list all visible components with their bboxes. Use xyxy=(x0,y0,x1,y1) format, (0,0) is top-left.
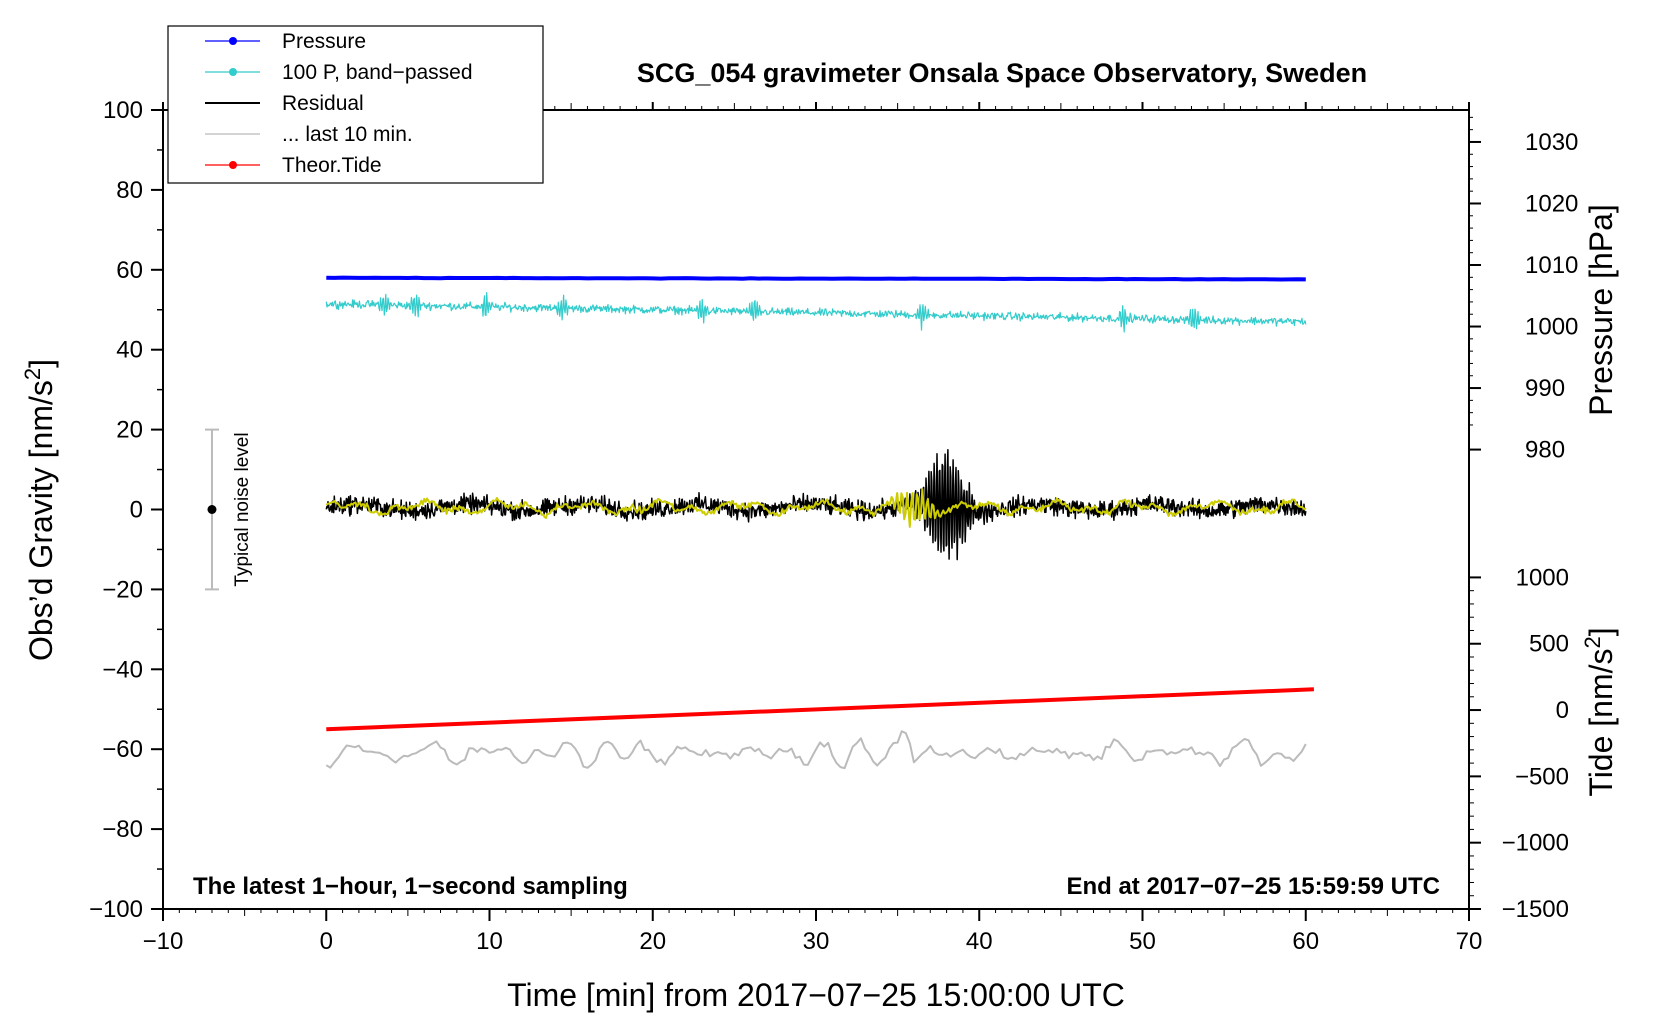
y-left-axis-title-main: Obs’d Gravity [nm/s xyxy=(23,380,59,661)
series-filtered-residual xyxy=(325,488,1307,528)
x-tick-label: 40 xyxy=(966,928,993,955)
y-left-tick-label: −40 xyxy=(102,656,143,683)
legend-marker xyxy=(229,68,237,76)
chart-title: SCG_054 gravimeter Onsala Space Observat… xyxy=(637,58,1367,88)
y-left-tick-label: 80 xyxy=(116,177,143,204)
legend-marker xyxy=(229,161,237,169)
legend-marker xyxy=(229,37,237,45)
legend: Pressure 100 P, band−passed Residual ... la… xyxy=(167,25,544,184)
x-tick-label: 60 xyxy=(1292,928,1319,955)
x-tick-label: 10 xyxy=(476,928,503,955)
pressure-tick-label: 990 xyxy=(1525,375,1565,402)
y-left-axis-title: Obs’d Gravity [nm/s2] xyxy=(20,359,59,661)
y-left-axis-title-end: ] xyxy=(23,359,59,368)
noise-bar-label: Typical noise level xyxy=(232,432,253,586)
tide-tick-label: −500 xyxy=(1515,763,1569,790)
series-pressure xyxy=(326,275,1306,282)
y-left-tick-label: −20 xyxy=(102,576,143,603)
legend-entries: Pressure 100 P, band−passed Residual ... la… xyxy=(205,30,473,177)
note-right: End at 2017−07−25 15:59:59 UTC xyxy=(1066,873,1440,900)
x-tick-label: 50 xyxy=(1129,928,1156,955)
x-tick-label: 0 xyxy=(320,928,333,955)
series-band-passed-pressure xyxy=(325,292,1307,333)
legend-label: 100 P, band−passed xyxy=(282,61,473,84)
y-left-tick-label: 0 xyxy=(130,497,143,524)
legend-box xyxy=(167,25,544,184)
y-left-tick-label: 60 xyxy=(116,257,143,284)
note-left: The latest 1−hour, 1−second sampling xyxy=(193,873,628,900)
pressure-tick-label: 1020 xyxy=(1525,190,1578,217)
y-left-tick-label: −100 xyxy=(89,896,143,923)
tide-tick-label: −1500 xyxy=(1502,896,1569,923)
ticks-layer: −10 0 10 20 30 40 50 60 70100806040200−20−40−60−… xyxy=(89,97,1578,955)
legend-label: Residual xyxy=(282,92,364,115)
tide-tick-label: 1000 xyxy=(1516,564,1569,591)
pressure-axis-title: Pressure [hPa] xyxy=(1583,204,1619,416)
x-axis-title: Time [min] from 2017−07−25 15:00:00 UTC xyxy=(507,977,1125,1013)
tide-tick-label: 500 xyxy=(1529,631,1569,658)
pressure-tick-label: 980 xyxy=(1525,437,1565,464)
tide-axis-title: Tide [nm/s2] xyxy=(1580,627,1619,796)
series-residual xyxy=(325,449,1307,561)
y-left-tick-label: −80 xyxy=(102,816,143,843)
tide-axis-title-end: ] xyxy=(1583,627,1619,636)
y-left-tick-label: 40 xyxy=(116,337,143,364)
series-last-10-min xyxy=(325,730,1307,770)
legend-label: Pressure xyxy=(282,30,366,53)
series-layer xyxy=(325,275,1314,770)
legend-label: ... last 10 min. xyxy=(282,123,413,146)
legend-label: Theor.Tide xyxy=(282,154,382,177)
pressure-tick-label: 1030 xyxy=(1525,129,1578,156)
tide-axis-title-sup: 2 xyxy=(1580,636,1605,648)
noise-bar: Typical noise level xyxy=(204,428,253,591)
y-left-axis-title-sup: 2 xyxy=(20,368,45,380)
pressure-tick-label: 1000 xyxy=(1525,314,1578,341)
x-tick-label: −10 xyxy=(143,928,184,955)
noise-bar-dot xyxy=(207,505,217,514)
x-tick-label: 30 xyxy=(803,928,830,955)
tide-tick-label: 0 xyxy=(1556,697,1569,724)
x-tick-label: 70 xyxy=(1456,928,1483,955)
x-tick-label: 20 xyxy=(639,928,666,955)
pressure-tick-label: 1010 xyxy=(1525,252,1578,279)
series-theor-tide xyxy=(326,687,1314,732)
tide-axis-title-main: Tide [nm/s xyxy=(1583,648,1619,796)
tide-tick-label: −1000 xyxy=(1502,830,1569,857)
y-left-tick-label: 100 xyxy=(103,97,143,124)
y-left-tick-label: 20 xyxy=(116,417,143,444)
y-left-tick-label: −60 xyxy=(102,736,143,763)
